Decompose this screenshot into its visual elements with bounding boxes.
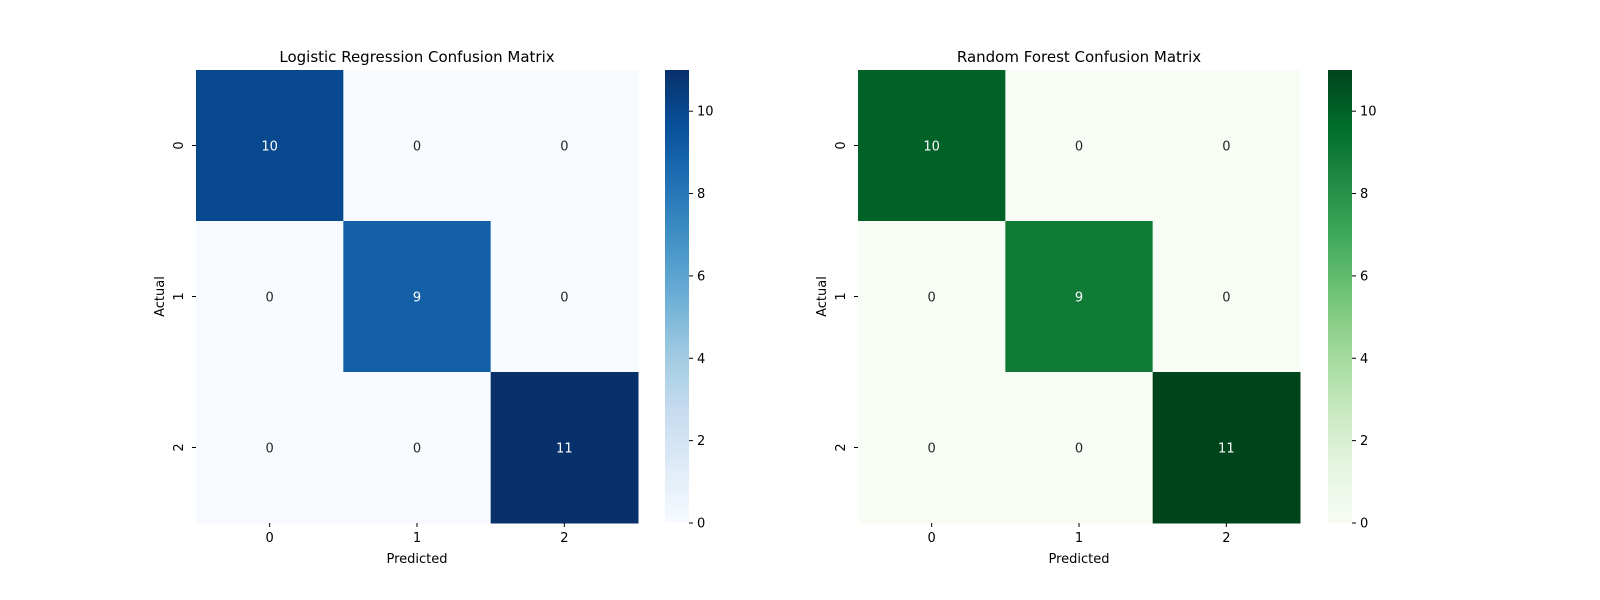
chart2-colorbar-tick-label-5: 10 bbox=[1360, 105, 1377, 120]
chart1-x-tick-label-0: 0 bbox=[266, 531, 274, 546]
chart2-cell-2-2 bbox=[1152, 372, 1301, 524]
chart2-colorbar-tick-label-4: 8 bbox=[1360, 187, 1368, 202]
chart2-colorbar-tick-label-0: 0 bbox=[1360, 517, 1368, 532]
chart2-colorbar bbox=[1328, 70, 1352, 523]
chart1-cell-label-1-0: 0 bbox=[266, 291, 274, 306]
chart2-cell-label-0-1: 0 bbox=[1075, 140, 1083, 155]
chart2-y-tick-label-1: 1 bbox=[834, 292, 849, 300]
chart1-colorbar-tick-label-2: 4 bbox=[697, 352, 705, 367]
chart2-colorbar-tick-label-3: 6 bbox=[1360, 269, 1368, 284]
chart1-cell-label-0-2: 0 bbox=[560, 140, 568, 155]
chart1-y-tick-label-1: 1 bbox=[172, 292, 187, 300]
chart1-x-axis-label: Predicted bbox=[386, 552, 447, 567]
chart1-cell-label-1-2: 0 bbox=[560, 291, 568, 306]
chart2-cell-0-0 bbox=[858, 70, 1006, 222]
chart1-x-tick-label-1: 1 bbox=[413, 531, 421, 546]
chart2-cell-label-2-2: 11 bbox=[1218, 442, 1235, 457]
chart2-cell-1-2 bbox=[1152, 221, 1301, 373]
chart1-cell-0-0 bbox=[196, 70, 344, 222]
chart2-cell-1-1 bbox=[1005, 221, 1154, 373]
chart1-cell-label-0-1: 0 bbox=[413, 140, 421, 155]
chart1-colorbar-tick-label-3: 6 bbox=[697, 269, 705, 284]
chart2-x-tick-label-0: 0 bbox=[928, 531, 936, 546]
chart1-y-tick-label-2: 2 bbox=[172, 443, 187, 451]
chart1-cell-label-2-2: 11 bbox=[556, 442, 573, 457]
chart2-y-tick-label-0: 0 bbox=[834, 141, 849, 149]
chart1-y-tick-label-0: 0 bbox=[172, 141, 187, 149]
chart1-cell-label-2-1: 0 bbox=[413, 442, 421, 457]
chart2-cell-0-2 bbox=[1152, 70, 1301, 222]
chart1-cell-label-0-0: 10 bbox=[261, 140, 278, 155]
chart2-cell-label-1-1: 9 bbox=[1075, 291, 1083, 306]
chart2-cell-1-0 bbox=[858, 221, 1006, 373]
chart1-cell-1-0 bbox=[196, 221, 344, 373]
chart2-cell-2-0 bbox=[858, 372, 1006, 524]
chart1-y-axis-label: Actual bbox=[153, 276, 168, 317]
chart1-cell-1-2 bbox=[490, 221, 639, 373]
chart2-x-axis-label: Predicted bbox=[1048, 552, 1109, 567]
chart1-cell-0-1 bbox=[343, 70, 492, 222]
chart2-cell-label-1-0: 0 bbox=[928, 291, 936, 306]
chart2-cell-label-0-0: 10 bbox=[923, 140, 940, 155]
chart2-cell-label-2-0: 0 bbox=[928, 442, 936, 457]
chart2-cell-2-1 bbox=[1005, 372, 1154, 524]
chart1-cell-1-1 bbox=[343, 221, 492, 373]
chart1-cell-label-2-0: 0 bbox=[266, 442, 274, 457]
chart2-y-tick-label-2: 2 bbox=[834, 443, 849, 451]
chart2-y-axis-label: Actual bbox=[815, 276, 830, 317]
chart1-cell-2-1 bbox=[343, 372, 492, 524]
chart2-cell-0-1 bbox=[1005, 70, 1154, 222]
chart2-cell-label-1-2: 0 bbox=[1222, 291, 1230, 306]
chart1-cell-0-2 bbox=[490, 70, 639, 222]
chart2-cell-label-0-2: 0 bbox=[1222, 140, 1230, 155]
chart1-colorbar-tick-label-1: 2 bbox=[697, 434, 705, 449]
chart2-title: Random Forest Confusion Matrix bbox=[957, 48, 1201, 66]
chart1-cell-2-2 bbox=[490, 372, 639, 524]
chart2-x-tick-label-1: 1 bbox=[1075, 531, 1083, 546]
chart2-colorbar-tick-label-2: 4 bbox=[1360, 352, 1368, 367]
chart1-colorbar-tick-label-4: 8 bbox=[697, 187, 705, 202]
chart1-cell-2-0 bbox=[196, 372, 344, 524]
chart1-x-tick-label-2: 2 bbox=[560, 531, 568, 546]
chart2-colorbar-tick-label-1: 2 bbox=[1360, 434, 1368, 449]
chart1-colorbar-tick-label-0: 0 bbox=[697, 517, 705, 532]
chart2-x-tick-label-2: 2 bbox=[1222, 531, 1230, 546]
chart1-colorbar-tick-label-5: 10 bbox=[697, 105, 714, 120]
chart1-colorbar bbox=[665, 70, 689, 523]
chart1-cell-label-1-1: 9 bbox=[413, 291, 421, 306]
chart1-title: Logistic Regression Confusion Matrix bbox=[279, 48, 554, 66]
chart2-cell-label-2-1: 0 bbox=[1075, 442, 1083, 457]
